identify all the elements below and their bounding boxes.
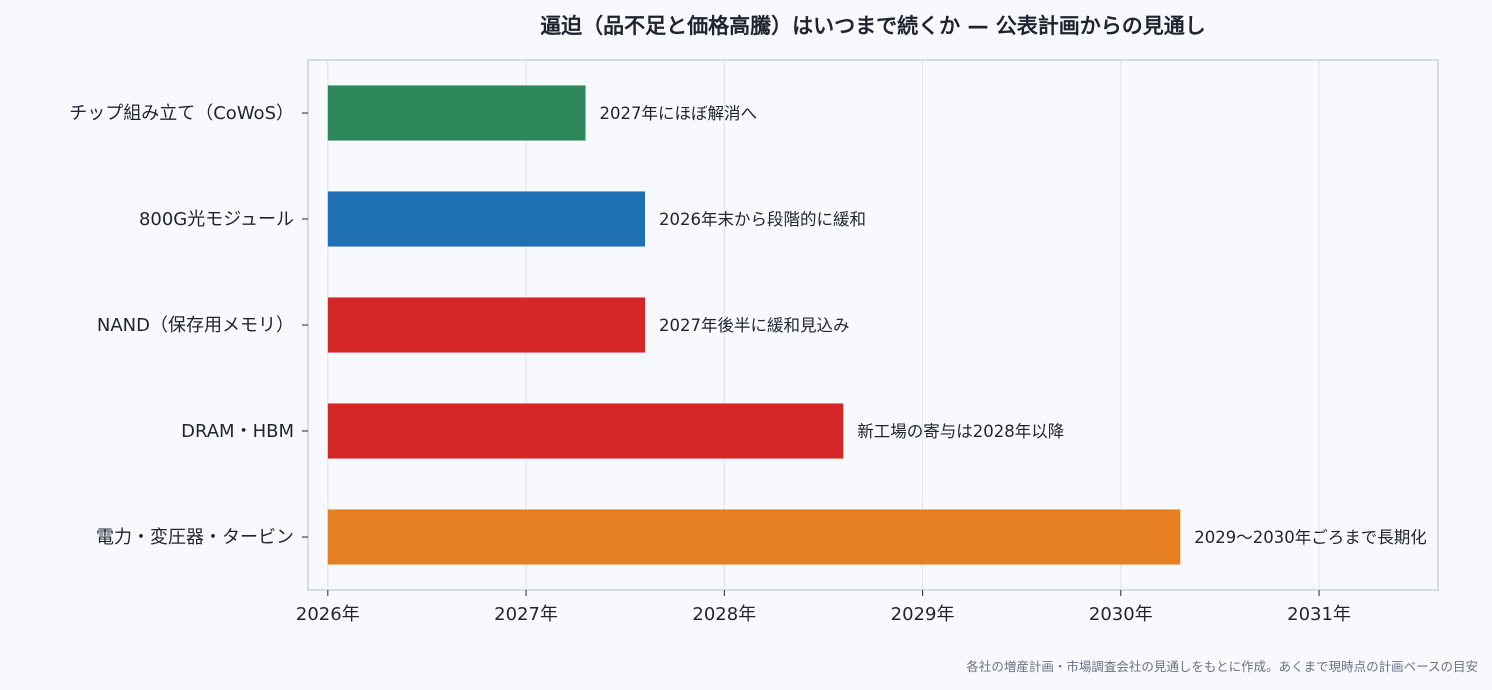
bar — [327, 297, 646, 353]
bar-value-label: 2026年末から段階的に緩和 — [659, 210, 866, 229]
source-note: 各社の増産計画・市場調査会社の見通しをもとに作成。あくまで現時点の計画ベースの目… — [966, 659, 1478, 674]
bar-value-label: 2027年後半に緩和見込み — [659, 316, 850, 335]
x-tick-label: 2031年 — [1287, 604, 1351, 625]
y-tick-label: 800G光モジュール — [139, 209, 294, 230]
bar-labels: 2027年にほぼ解消へ 2026年末から段階的に緩和 2027年後半に緩和見込み新工… — [600, 104, 1427, 547]
bar-value-label: 新工場の寄与は2028年以降 — [857, 422, 1064, 441]
bar — [327, 191, 646, 247]
x-tick-label: 2027年 — [494, 604, 558, 625]
y-axis: チップ組み立て（CoWoS） 800G光モジュール NAND（保存用メモリ） DRAM… — [69, 103, 308, 548]
x-tick-label: 2030年 — [1089, 604, 1153, 625]
x-tick-label: 2026年 — [296, 604, 360, 625]
bar-value-label: 2029〜2030年ごろまで長期化 — [1194, 528, 1426, 547]
x-tick-label: 2029年 — [891, 604, 955, 625]
y-tick-label: NAND（保存用メモリ） — [97, 315, 294, 336]
y-tick-label: DRAM・HBM — [181, 421, 294, 442]
x-axis: 2026年 2027年 2028年 2029年 2030年 2031年 — [296, 590, 1351, 625]
bar — [327, 509, 1181, 565]
x-tick-label: 2028年 — [692, 604, 756, 625]
bars — [327, 85, 1181, 565]
bar-value-label: 2027年にほぼ解消へ — [600, 104, 758, 123]
chart-title: 逼迫（品不足と価格高騰）はいつまで続くか — 公表計画からの見通し — [540, 14, 1206, 38]
bar — [327, 85, 586, 141]
bar — [327, 403, 844, 459]
y-tick-label: チップ組み立て（CoWoS） — [69, 103, 294, 124]
y-tick-label: 電力・変圧器・タービン — [96, 527, 294, 548]
